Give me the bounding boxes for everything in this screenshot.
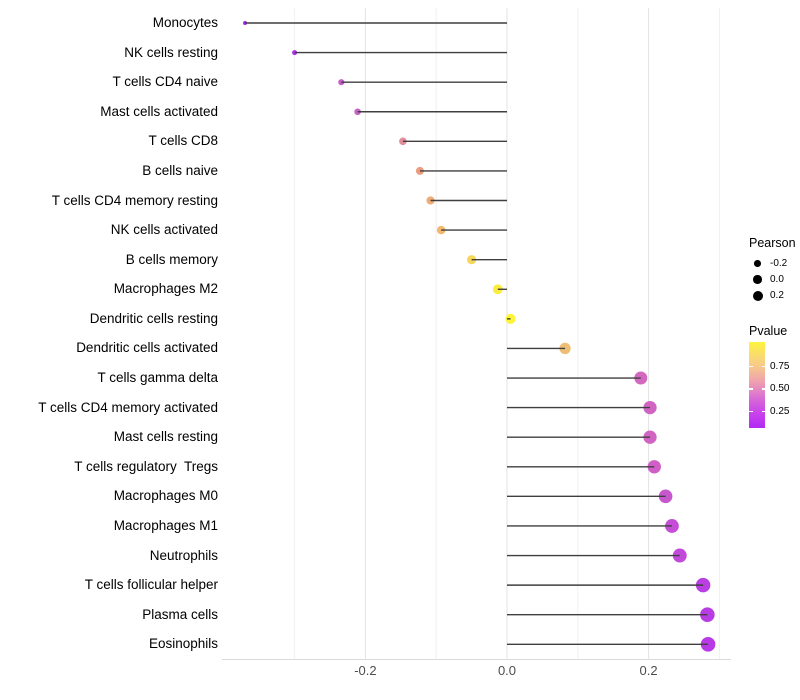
category-label: T cells regulatory Tregs	[74, 458, 218, 474]
category-label: Monocytes	[152, 15, 218, 30]
category-label: B cells naive	[142, 162, 218, 178]
category-label: Mast cells resting	[113, 429, 218, 445]
category-label: Neutrophils	[149, 547, 218, 563]
category-label: T cells CD4 memory activated	[38, 399, 218, 415]
category-label: T cells CD8	[148, 133, 218, 149]
category-label: T cells CD4 naive	[112, 74, 218, 90]
category-label: Eosinophils	[148, 636, 218, 652]
category-label: Mast cells activated	[100, 103, 218, 119]
category-label: Macrophages M0	[113, 488, 218, 504]
category-label: T cells CD4 memory resting	[51, 192, 218, 208]
category-label: Plasma cells	[142, 606, 218, 622]
x-tick-label: 0.2	[639, 663, 658, 678]
category-label: NK cells resting	[124, 44, 218, 60]
dot	[647, 460, 661, 474]
category-label: Macrophages M1	[113, 517, 218, 533]
category-label: Macrophages M2	[113, 281, 218, 297]
category-label: B cells memory	[125, 251, 218, 267]
category-label: Dendritic cells activated	[76, 340, 218, 356]
x-tick-label: -0.2	[354, 663, 377, 678]
dot	[492, 284, 503, 295]
category-label: T cells gamma delta	[97, 370, 218, 386]
category-label: Dendritic cells resting	[89, 310, 218, 326]
category-label: T cells follicular helper	[84, 577, 218, 593]
dot	[292, 50, 298, 56]
x-tick-label: 0.0	[497, 663, 517, 678]
category-label: NK cells activated	[110, 222, 218, 238]
